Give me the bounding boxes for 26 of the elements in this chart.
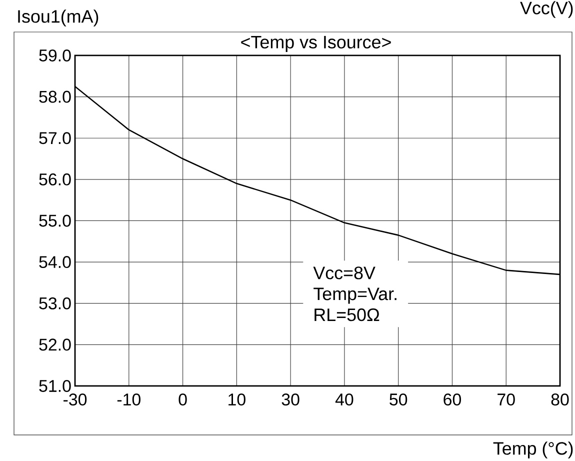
x-tick-label: 10 <box>228 394 246 406</box>
y-tick-label: 55.0 <box>39 214 71 227</box>
y-tick-label: 58.0 <box>39 90 71 103</box>
annotation: Vcc=8V <box>313 266 376 280</box>
y-tick-label: 53.0 <box>39 297 71 310</box>
x-tick-label: 0 <box>178 394 187 406</box>
text: Vcc(V) <box>520 1 573 18</box>
y-tick-label: 54.0 <box>39 256 71 268</box>
y-tick-label: 57.0 <box>39 132 71 144</box>
y-tick-label: 52.0 <box>39 338 71 351</box>
x-tick-label: 50 <box>390 394 408 406</box>
chart-title: <Temp vs Isource> <box>241 36 391 52</box>
x-tick-label: 60 <box>444 394 461 406</box>
annotation: Temp=Var. <box>314 288 396 304</box>
x-tick-label: 40 <box>335 394 354 406</box>
x-tick-label: 30 <box>282 394 300 406</box>
annotation: RL=50Ω <box>314 308 380 322</box>
x-tick-label: 80 <box>551 394 569 406</box>
y-tick-label: 56.0 <box>39 173 71 186</box>
y-tick-label: 51.0 <box>39 380 71 392</box>
y-axis-title: Isou1(mA) <box>18 10 98 26</box>
x-axis-title: Temp (°C) <box>493 442 573 458</box>
x-tick-label: -10 <box>117 394 140 406</box>
x-tick-label: -30 <box>64 394 87 406</box>
x-tick-label: 70 <box>498 394 515 406</box>
y-tick-label: 59.0 <box>39 49 71 62</box>
